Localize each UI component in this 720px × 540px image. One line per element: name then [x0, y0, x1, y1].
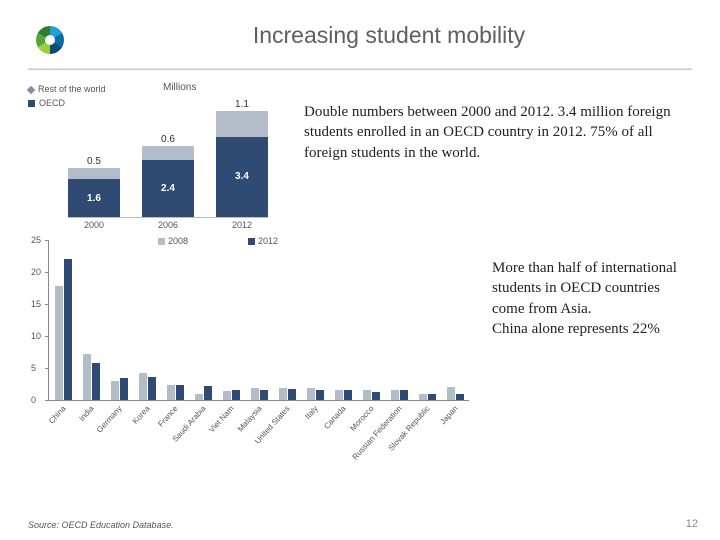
slide-title: Increasing student mobility [86, 22, 692, 49]
country-bar-chart: 20082012 0510152025 ChinaIndiaGermanyKor… [28, 240, 476, 450]
commentary-top: Double numbers between 2000 and 2012. 3.… [304, 82, 692, 232]
page-number: 12 [686, 518, 698, 530]
unit-label: Millions [163, 82, 196, 93]
oecd-logo [28, 18, 72, 62]
title-underline [28, 68, 692, 70]
stacked-bar-chart: Rest of the worldOECD Millions 0.51.60.6… [28, 82, 288, 232]
stacked-legend: Rest of the worldOECD [28, 82, 106, 110]
source-text: Source: OECD Education Database. [28, 520, 174, 530]
commentary-bottom: More than half of international students… [492, 240, 692, 450]
